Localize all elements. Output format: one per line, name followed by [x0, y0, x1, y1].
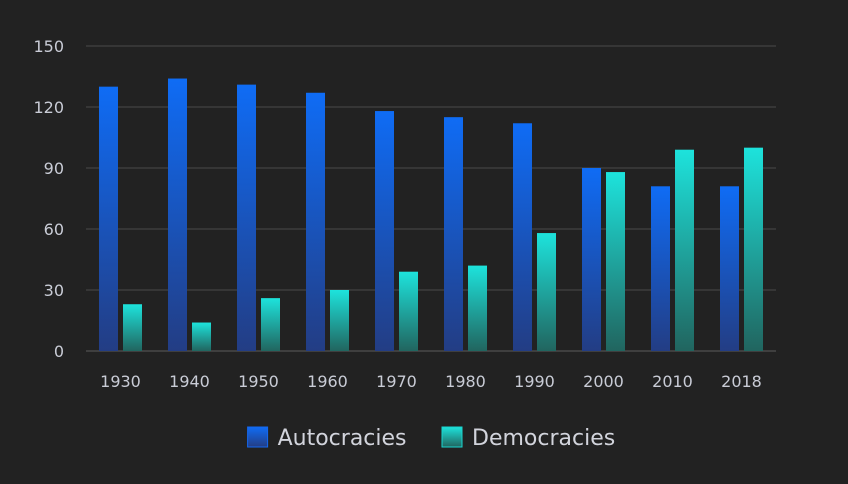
x-tick-label: 1940 — [169, 372, 210, 391]
bar-group — [444, 117, 487, 352]
y-tick-label: 60 — [44, 220, 64, 239]
bar-autocracies[interactable] — [513, 123, 532, 352]
bar-democracies[interactable] — [606, 172, 625, 351]
bar-group — [168, 78, 211, 352]
bar-group — [651, 149, 694, 351]
bar-autocracies[interactable] — [375, 111, 394, 351]
bar-autocracies[interactable] — [582, 168, 601, 351]
bar-democracies[interactable] — [192, 322, 211, 351]
bar-democracies[interactable] — [399, 271, 418, 351]
bar-autocracies[interactable] — [444, 117, 463, 352]
x-tick-label: 1990 — [514, 372, 555, 391]
bar-democracies[interactable] — [123, 304, 142, 351]
legend-swatch — [441, 426, 463, 448]
x-tick-label: 1930 — [100, 372, 141, 391]
bar-group — [513, 123, 556, 352]
bar-autocracies[interactable] — [237, 84, 256, 351]
y-tick-label: 30 — [44, 281, 64, 300]
legend-item-autocracies[interactable]: Autocracies — [247, 426, 407, 451]
y-tick-label: 150 — [33, 37, 64, 56]
y-tick-label: 90 — [44, 159, 64, 178]
bar-democracies[interactable] — [261, 298, 280, 351]
y-axis-ticks: 0 30 60 90 120 150 — [33, 37, 64, 361]
grid-lines — [86, 45, 776, 352]
x-tick-label: 2000 — [583, 372, 624, 391]
legend-item-democracies[interactable]: Democracies — [441, 426, 615, 451]
x-tick-label: 2010 — [652, 372, 693, 391]
x-axis-ticks: 1930 1940 1950 1960 1970 1980 1990 2000 2010 2018 — [100, 372, 762, 391]
bar-autocracies[interactable] — [651, 186, 670, 351]
bar-group — [237, 84, 280, 351]
bar-autocracies[interactable] — [306, 92, 325, 352]
bar-democracies[interactable] — [330, 290, 349, 351]
y-tick-label: 120 — [33, 98, 64, 117]
x-tick-label: 1960 — [307, 372, 348, 391]
bar-democracies[interactable] — [675, 149, 694, 351]
bar-group — [720, 147, 763, 351]
bars — [99, 78, 763, 352]
bar-autocracies[interactable] — [99, 86, 118, 352]
legend-label: Autocracies — [278, 426, 407, 451]
legend-label: Democracies — [472, 426, 615, 451]
legend-swatch — [247, 426, 269, 448]
legend[interactable]: Autocracies Democracies — [247, 426, 616, 451]
x-tick-label: 2018 — [721, 372, 762, 391]
bar-democracies[interactable] — [468, 265, 487, 351]
bar-democracies[interactable] — [744, 147, 763, 351]
bar-democracies[interactable] — [537, 233, 556, 351]
x-tick-label: 1950 — [238, 372, 279, 391]
bar-autocracies[interactable] — [720, 186, 739, 351]
bar-group — [375, 111, 418, 351]
y-tick-label: 0 — [54, 342, 64, 361]
bar-autocracies[interactable] — [168, 78, 187, 352]
x-tick-label: 1970 — [376, 372, 417, 391]
bar-group — [99, 86, 142, 352]
bar-group — [306, 92, 349, 352]
x-tick-label: 1980 — [445, 372, 486, 391]
bar-group — [582, 168, 625, 351]
